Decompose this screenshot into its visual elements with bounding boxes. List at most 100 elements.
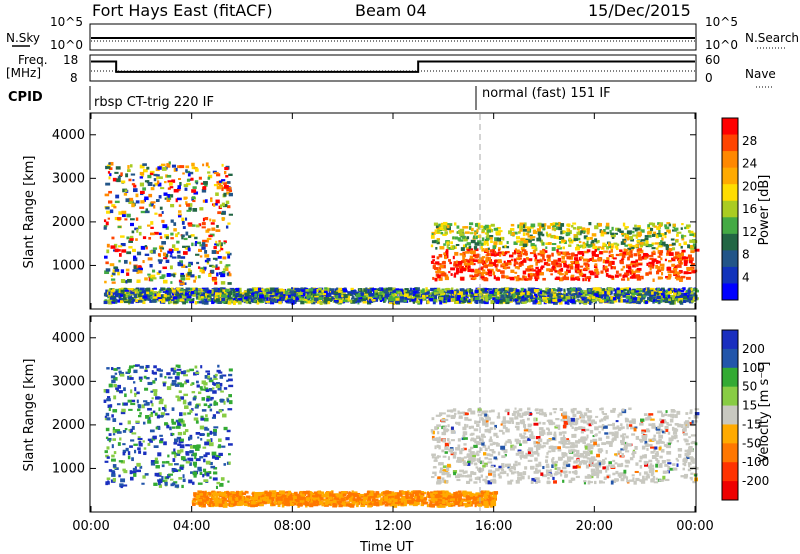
data-cell [219, 180, 222, 183]
data-cell [539, 259, 543, 263]
data-cell [584, 293, 590, 296]
data-cell [508, 287, 514, 292]
data-cell [279, 294, 284, 297]
data-cell [483, 277, 489, 282]
data-cell [655, 298, 660, 302]
data-cell [586, 276, 592, 280]
data-cell [130, 428, 133, 433]
data-cell [488, 264, 494, 267]
data-cell [639, 289, 644, 293]
data-cell [220, 288, 223, 293]
data-cell [108, 407, 111, 412]
data-cell [111, 300, 116, 304]
data-cell [649, 257, 654, 260]
data-cell [624, 226, 629, 229]
data-cell [161, 464, 165, 468]
data-cell [174, 376, 180, 380]
data-cell [152, 389, 158, 393]
data-cell [407, 296, 411, 299]
data-cell [493, 254, 497, 257]
data-cell [111, 414, 114, 418]
data-cell [445, 227, 448, 231]
data-cell [209, 403, 213, 407]
data-cell [201, 222, 206, 226]
data-cell [143, 447, 147, 450]
data-cell [214, 456, 220, 460]
data-cell [431, 232, 434, 236]
data-cell [563, 294, 566, 298]
data-cell [209, 461, 213, 466]
data-cell [546, 233, 550, 238]
data-cell [582, 294, 586, 298]
data-cell [504, 262, 509, 267]
data-cell [105, 261, 109, 265]
data-cell [617, 228, 622, 232]
data-cell [655, 247, 659, 250]
data-cell [547, 289, 551, 293]
data-cell [153, 205, 156, 209]
data-cell [168, 300, 173, 304]
data-cell [642, 295, 647, 298]
data-cell [522, 232, 526, 237]
data-cell [269, 294, 274, 298]
data-cell [644, 292, 649, 296]
data-cell [195, 296, 200, 299]
data-cell [456, 264, 460, 267]
nsky-tick-top: 10^5 [50, 15, 83, 29]
data-cell [177, 188, 181, 191]
data-cell [192, 288, 197, 293]
data-cell [142, 169, 148, 173]
data-cell [125, 447, 129, 452]
data-cell [351, 293, 354, 297]
data-cell [626, 277, 630, 281]
data-cell [124, 218, 128, 221]
data-cell [111, 473, 116, 477]
data-cell [606, 257, 610, 261]
data-cell [213, 471, 218, 475]
data-cell [130, 389, 133, 394]
data-cell [658, 223, 661, 228]
data-cell [681, 223, 684, 226]
data-cell [151, 397, 154, 400]
data-cell [257, 287, 262, 291]
data-cell [637, 253, 642, 257]
data-cell [170, 273, 175, 277]
data-cell [177, 185, 181, 190]
data-cell [192, 297, 195, 301]
data-cell [627, 256, 630, 261]
data-cell [546, 254, 551, 258]
data-cell [668, 248, 673, 251]
data-cell [207, 291, 211, 294]
data-cell [436, 238, 441, 241]
data-cell [181, 295, 186, 299]
data-cell [434, 292, 439, 295]
data-cell [353, 297, 358, 302]
data-cell [395, 298, 400, 301]
data-cell [223, 463, 226, 466]
data-cell [453, 263, 458, 267]
data-cell [529, 275, 533, 280]
data-cell [667, 288, 670, 292]
data-cell [127, 455, 131, 460]
data-cell [457, 499, 461, 503]
data-cell [198, 294, 201, 298]
data-cell [191, 162, 195, 167]
data-cell [196, 261, 200, 265]
data-cell [157, 290, 161, 295]
data-cell [207, 375, 211, 379]
data-cell [274, 291, 277, 295]
data-cell [578, 226, 583, 229]
data-cell [356, 299, 361, 303]
data-cell [615, 227, 620, 231]
data-cell [548, 268, 553, 273]
data-cell [597, 223, 602, 227]
data-cell [138, 265, 142, 269]
data-cell [563, 288, 566, 292]
data-cell [556, 262, 561, 265]
data-cell [188, 207, 192, 211]
data-cell [174, 383, 180, 387]
data-cell [270, 289, 274, 293]
data-cell [205, 460, 211, 465]
data-cell [643, 252, 648, 256]
data-cell [314, 295, 319, 298]
